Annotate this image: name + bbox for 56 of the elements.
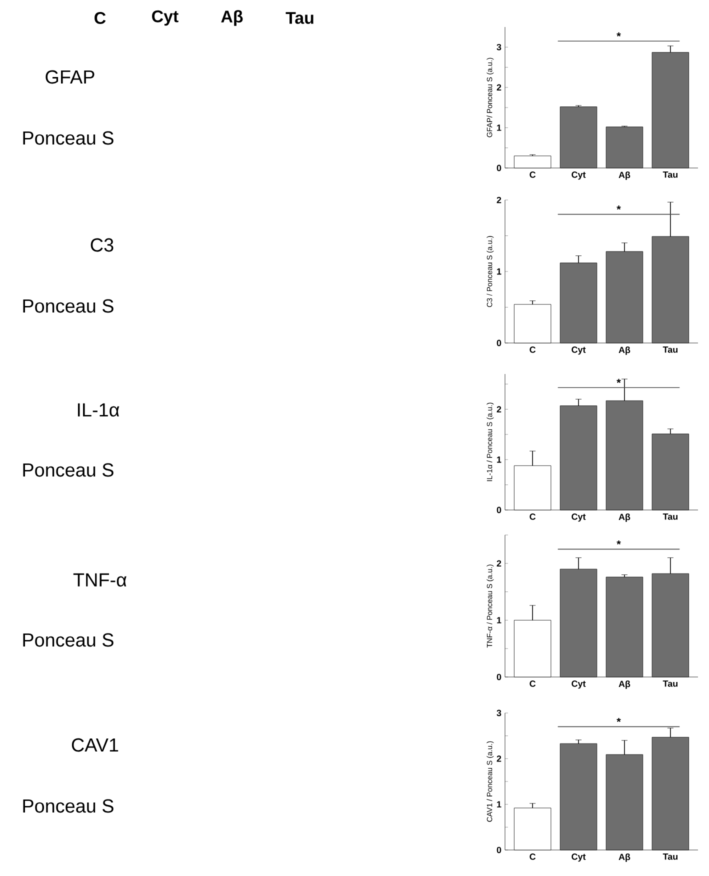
annotation: * xyxy=(616,206,621,210)
text: Tau xyxy=(286,12,314,24)
text: C3 xyxy=(90,238,114,252)
y-tick-label: 2 xyxy=(496,84,502,91)
y-tick-label: 0 xyxy=(496,846,502,854)
y-tick-label: 1 xyxy=(497,617,502,624)
x-tick-label: Tau xyxy=(662,680,678,687)
x-tick-label: Tau xyxy=(662,346,678,353)
x-tick-label: C xyxy=(530,172,536,178)
x-tick-label: C xyxy=(530,680,536,687)
annotation: * xyxy=(616,32,621,36)
annotation: * xyxy=(616,378,621,383)
y-tick-label: 2 xyxy=(496,756,502,762)
x-tick-label: C xyxy=(530,514,536,520)
text: Ponceau S xyxy=(23,799,114,813)
text: Ponceau S xyxy=(23,633,114,647)
x-tick-label: C xyxy=(530,854,536,860)
text: Cyt xyxy=(152,10,178,26)
y-tick-label: 1 xyxy=(497,124,502,131)
y-tick-label: 0 xyxy=(496,164,502,172)
y-tick-label: 2 xyxy=(496,560,502,567)
y-tick-label: 2 xyxy=(496,406,502,412)
x-tick-label: Cyt xyxy=(572,854,586,862)
y-tick-label: 0 xyxy=(496,506,502,514)
text: C xyxy=(94,12,106,24)
text: Ponceau S xyxy=(23,463,114,477)
x-tick-label: Cyt xyxy=(572,172,586,180)
y-tick-label: 1 xyxy=(497,268,502,275)
text: Ponceau S xyxy=(23,131,114,145)
y-tick-label: 1 xyxy=(497,456,502,463)
text: IL-1α xyxy=(78,403,120,417)
x-tick-label: Tau xyxy=(662,172,678,178)
annotation: * xyxy=(616,540,621,545)
y-tick-label: 3 xyxy=(496,710,502,716)
x-tick-label: Aβ xyxy=(618,854,630,862)
x-tick-label: Tau xyxy=(662,854,678,860)
x-tick-label: Cyt xyxy=(572,680,586,689)
y-tick-label: 3 xyxy=(496,44,502,50)
x-tick-label: Tau xyxy=(662,514,678,520)
x-tick-label: Cyt xyxy=(572,346,586,355)
annotation: * xyxy=(616,718,621,722)
x-tick-label: Aβ xyxy=(618,680,630,689)
x-tick-label: Aβ xyxy=(618,514,630,522)
text: TNF-α xyxy=(73,573,126,587)
y-tick-label: 2 xyxy=(496,196,502,204)
text: Ponceau S xyxy=(23,299,114,313)
text: GFAP xyxy=(46,70,94,84)
x-tick-label: Aβ xyxy=(618,172,630,180)
text: CAV1 xyxy=(72,738,118,752)
x-tick-label: Cyt xyxy=(572,514,586,522)
y-tick-label: 1 xyxy=(497,801,502,808)
y-tick-label: 0 xyxy=(496,674,502,680)
x-tick-label: C xyxy=(530,346,536,353)
y-tick-label: 0 xyxy=(496,340,502,346)
text: Aβ xyxy=(221,10,243,26)
x-tick-label: Aβ xyxy=(618,346,630,355)
